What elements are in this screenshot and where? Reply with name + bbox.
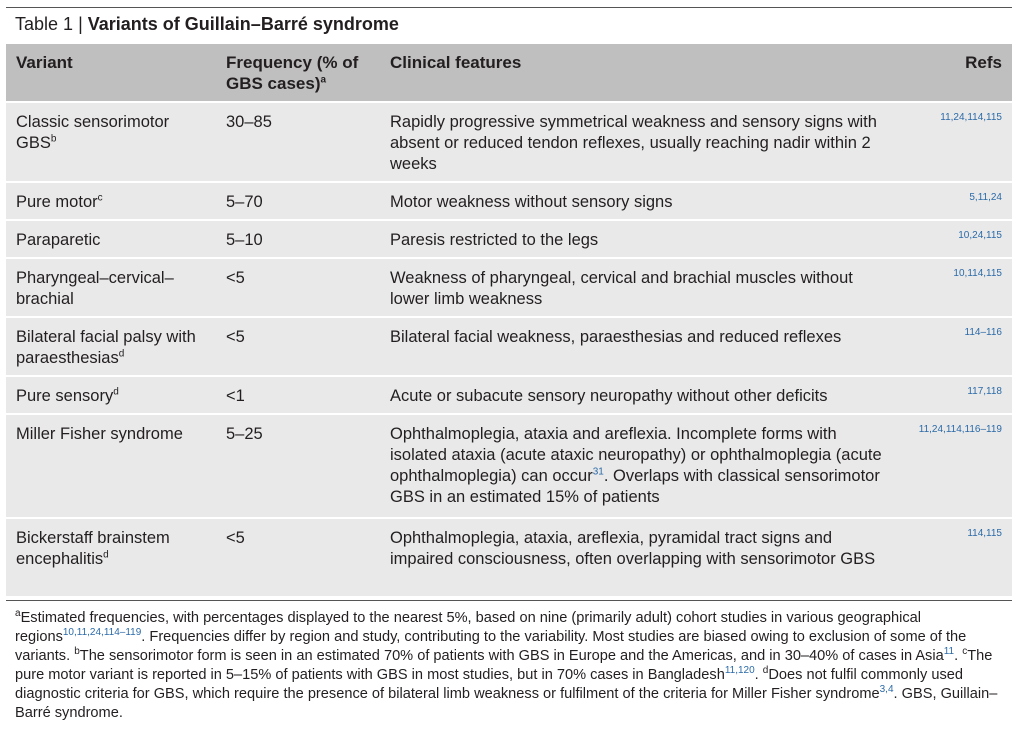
table-row: Pharyngeal–cervical–brachial <5 Weakness…: [6, 257, 1012, 317]
features-cell: Acute or subacute sensory neuropathy wit…: [380, 375, 902, 414]
refs-cell[interactable]: 10,114,115: [902, 257, 1012, 317]
table-number: Table 1: [15, 14, 74, 34]
table-row: Classic sensorimotor GBSb 30–85 Rapidly …: [6, 101, 1012, 182]
table-row: Pure sensoryd <1 Acute or subacute senso…: [6, 375, 1012, 414]
header-frequency: Frequency (% of GBS cases)a: [216, 44, 380, 102]
table-row: Bickerstaff brainstem encephalitisd <5 O…: [6, 517, 1012, 596]
features-text: . Overlaps with classical sensorimotor G…: [390, 467, 880, 506]
frequency-cell: <1: [216, 375, 380, 414]
footnote-text: Estimated frequencies, with percentages …: [15, 610, 922, 645]
variant-mark: d: [118, 348, 125, 360]
footnote-text: .: [954, 648, 963, 664]
footnote-text: .: [754, 667, 763, 683]
features-cell: Paresis restricted to the legs: [380, 219, 902, 258]
header-row: Variant Frequency (% of GBS cases)a Clin…: [6, 44, 1012, 102]
variant-mark: b: [50, 133, 57, 145]
header-frequency-label: Frequency (% of GBS cases): [226, 53, 359, 93]
citation-link[interactable]: 3,4: [879, 684, 894, 696]
frequency-cell: 5–25: [216, 413, 380, 518]
variants-table: Variant Frequency (% of GBS cases)a Clin…: [6, 44, 1012, 596]
variant-name: Bickerstaff brainstem encephalitis: [16, 529, 170, 568]
refs-cell[interactable]: 11,24,114,116–119: [902, 413, 1012, 518]
citation-link[interactable]: 11,120: [724, 665, 755, 677]
citation-link[interactable]: 31: [592, 466, 604, 478]
table-row: Pure motorc 5–70 Motor weakness without …: [6, 181, 1012, 220]
variant-mark: d: [113, 386, 119, 398]
variant-name: Pure motor: [16, 193, 98, 211]
variant-cell: Pure sensoryd: [6, 375, 216, 414]
header-refs: Refs: [902, 44, 1012, 102]
features-text: Ophthalmoplegia, ataxia and areflexia. I…: [390, 425, 882, 485]
frequency-cell: <5: [216, 257, 380, 317]
refs-cell[interactable]: 117,118: [902, 375, 1012, 414]
table-footnotes: aEstimated frequencies, with percentages…: [6, 600, 1012, 723]
frequency-cell: 5–10: [216, 219, 380, 258]
table-row: Paraparetic 5–10 Paresis restricted to t…: [6, 219, 1012, 258]
header-frequency-mark: a: [320, 74, 327, 86]
footnote-mark: a: [15, 608, 21, 620]
footnote-text: Does not fulfil commonly used diagnostic…: [15, 667, 963, 702]
variant-cell: Classic sensorimotor GBSb: [6, 101, 216, 182]
refs-cell[interactable]: 11,24,114,115: [902, 101, 1012, 182]
variant-name: Pure sensory: [16, 387, 114, 405]
frequency-cell: <5: [216, 316, 380, 376]
table-caption: Table 1 | Variants of Guillain–Barré syn…: [6, 7, 1012, 44]
citation-link[interactable]: 10,11,24,114–119: [62, 627, 142, 639]
features-cell: Weakness of pharyngeal, cervical and bra…: [380, 257, 902, 317]
table-row: Miller Fisher syndrome 5–25 Ophthalmople…: [6, 413, 1012, 518]
header-features: Clinical features: [380, 44, 902, 102]
footnote-text: . Frequencies differ by region and study…: [15, 629, 967, 664]
variant-name: Classic sensorimotor GBS: [16, 113, 170, 152]
variant-cell: Bilateral facial palsy with paraesthesia…: [6, 316, 216, 376]
frequency-cell: <5: [216, 517, 380, 596]
variant-cell: Pure motorc: [6, 181, 216, 220]
refs-cell[interactable]: 114–116: [902, 316, 1012, 376]
footnote-text: The sensorimotor form is seen in an esti…: [79, 648, 944, 664]
frequency-cell: 5–70: [216, 181, 380, 220]
variant-cell: Paraparetic: [6, 219, 216, 258]
table-row: Bilateral facial palsy with paraesthesia…: [6, 316, 1012, 376]
refs-cell[interactable]: 10,24,115: [902, 219, 1012, 258]
variant-name: Pharyngeal–cervical–brachial: [16, 269, 174, 308]
features-cell: Ophthalmoplegia, ataxia, areflexia, pyra…: [380, 517, 902, 596]
footnote-mark: b: [74, 646, 80, 658]
refs-cell[interactable]: 5,11,24: [902, 181, 1012, 220]
footnote-mark: c: [962, 646, 968, 658]
features-cell: Ophthalmoplegia, ataxia and areflexia. I…: [380, 413, 902, 518]
refs-cell[interactable]: 114,115: [902, 517, 1012, 596]
features-cell: Bilateral facial weakness, paraesthesias…: [380, 316, 902, 376]
variant-mark: d: [103, 549, 109, 561]
header-variant: Variant: [6, 44, 216, 102]
variant-cell: Pharyngeal–cervical–brachial: [6, 257, 216, 317]
caption-separator: |: [78, 14, 83, 34]
variant-mark: c: [97, 192, 103, 204]
footnote-text: . GBS, Guillain–Barré syndrome.: [15, 686, 998, 721]
variant-name: Miller Fisher syndrome: [16, 425, 183, 443]
footnote-text: The pure motor variant is reported in 5–…: [15, 648, 993, 683]
citation-link[interactable]: 11: [943, 646, 955, 658]
variant-name: Bilateral facial palsy with paraesthesia…: [16, 328, 196, 367]
table-title: Variants of Guillain–Barré syndrome: [87, 14, 399, 34]
features-cell: Rapidly progressive symmetrical weakness…: [380, 101, 902, 182]
table-page: Table 1 | Variants of Guillain–Barré syn…: [0, 7, 1024, 732]
variant-cell: Miller Fisher syndrome: [6, 413, 216, 518]
features-cell: Motor weakness without sensory signs: [380, 181, 902, 220]
footnote-mark: d: [762, 665, 769, 677]
variant-name: Paraparetic: [16, 231, 101, 249]
variant-cell: Bickerstaff brainstem encephalitisd: [6, 517, 216, 596]
frequency-cell: 30–85: [216, 101, 380, 182]
